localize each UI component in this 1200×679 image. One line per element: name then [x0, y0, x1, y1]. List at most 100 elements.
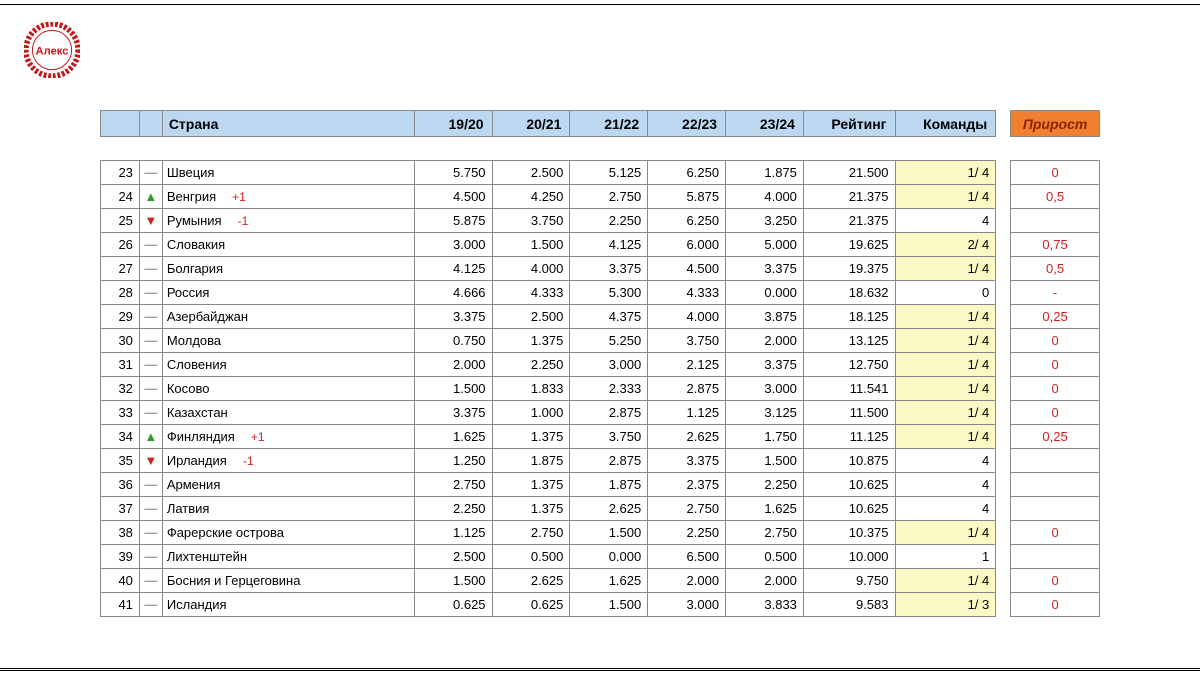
teams-cell: 2/ 4: [895, 233, 996, 257]
arrow-up-icon: ▲: [139, 425, 162, 449]
season-value: 1.875: [570, 473, 648, 497]
season-value: 2.250: [570, 209, 648, 233]
season-value: 4.000: [492, 257, 570, 281]
table-row: 39—Лихтенштейн2.5000.5000.0006.5000.5001…: [101, 545, 1100, 569]
country-name: Венгрия: [167, 189, 216, 204]
season-value: 3.000: [414, 233, 492, 257]
country-name: Румыния: [167, 213, 222, 228]
season-value: 0.625: [414, 593, 492, 617]
rank-cell: 28: [101, 281, 140, 305]
season-value: 6.250: [648, 161, 726, 185]
season-value: 3.250: [726, 209, 804, 233]
gap-cell: [996, 257, 1011, 281]
teams-cell: 1: [895, 545, 996, 569]
rating-cell: 12.750: [803, 353, 895, 377]
prirost-cell: 0,75: [1011, 233, 1100, 257]
teams-cell: 0: [895, 281, 996, 305]
season-value: 1.875: [492, 449, 570, 473]
season-value: 0.625: [492, 593, 570, 617]
prirost-cell: 0,5: [1011, 257, 1100, 281]
rank-cell: 25: [101, 209, 140, 233]
country-name: Исландия: [167, 597, 227, 612]
prirost-cell: 0: [1011, 593, 1100, 617]
prirost-cell: 0: [1011, 329, 1100, 353]
dash-icon: —: [139, 545, 162, 569]
season-value: 2.625: [648, 425, 726, 449]
header-gap: [996, 111, 1011, 137]
logo-text: Алекс: [36, 46, 69, 58]
rank-delta: -1: [243, 454, 254, 468]
rating-cell: 21.375: [803, 185, 895, 209]
season-value: 1.375: [492, 473, 570, 497]
season-value: 1.750: [726, 425, 804, 449]
rank-cell: 39: [101, 545, 140, 569]
rank-cell: 41: [101, 593, 140, 617]
country-name: Армения: [167, 477, 221, 492]
season-value: 2.500: [492, 161, 570, 185]
rating-cell: 18.632: [803, 281, 895, 305]
gap-cell: [996, 353, 1011, 377]
season-value: 6.500: [648, 545, 726, 569]
rank-cell: 32: [101, 377, 140, 401]
country-name: Ирландия: [167, 453, 227, 468]
rank-cell: 29: [101, 305, 140, 329]
top-rule: [0, 4, 1200, 5]
season-value: 2.750: [648, 497, 726, 521]
season-value: 1.250: [414, 449, 492, 473]
season-value: 3.375: [726, 353, 804, 377]
season-value: 2.500: [414, 545, 492, 569]
season-value: 3.125: [726, 401, 804, 425]
gap-cell: [996, 305, 1011, 329]
country-cell: Армения: [162, 473, 414, 497]
season-value: 4.250: [492, 185, 570, 209]
teams-cell: 1/ 4: [895, 161, 996, 185]
rank-cell: 31: [101, 353, 140, 377]
season-value: 2.750: [414, 473, 492, 497]
season-value: 2.000: [648, 569, 726, 593]
table-row: 35▼Ирландия-11.2501.8752.8753.3751.50010…: [101, 449, 1100, 473]
rank-cell: 35: [101, 449, 140, 473]
gap-cell: [996, 281, 1011, 305]
teams-cell: 1/ 4: [895, 353, 996, 377]
table-row: 33—Казахстан3.3751.0002.8751.1253.12511.…: [101, 401, 1100, 425]
gap-cell: [996, 185, 1011, 209]
header-s5: 23/24: [726, 111, 804, 137]
rank-cell: 40: [101, 569, 140, 593]
season-value: 1.500: [570, 521, 648, 545]
table-row: 27—Болгария4.1254.0003.3754.5003.37519.3…: [101, 257, 1100, 281]
prirost-cell: 0,25: [1011, 425, 1100, 449]
rank-cell: 33: [101, 401, 140, 425]
gap-cell: [996, 209, 1011, 233]
country-cell: Латвия: [162, 497, 414, 521]
season-value: 4.125: [570, 233, 648, 257]
rating-cell: 10.625: [803, 497, 895, 521]
season-value: 0.750: [414, 329, 492, 353]
country-name: Швеция: [167, 165, 215, 180]
prirost-cell: [1011, 473, 1100, 497]
season-value: 2.875: [570, 401, 648, 425]
season-value: 3.375: [414, 305, 492, 329]
country-cell: Босния и Герцеговина: [162, 569, 414, 593]
season-value: 3.750: [492, 209, 570, 233]
header-s3: 21/22: [570, 111, 648, 137]
country-name: Финляндия: [167, 429, 235, 444]
rank-cell: 30: [101, 329, 140, 353]
header-s1: 19/20: [414, 111, 492, 137]
rating-cell: 11.500: [803, 401, 895, 425]
rank-cell: 23: [101, 161, 140, 185]
dash-icon: —: [139, 377, 162, 401]
season-value: 1.375: [492, 425, 570, 449]
table-row: 36—Армения2.7501.3751.8752.3752.25010.62…: [101, 473, 1100, 497]
bottom-rule: [0, 668, 1200, 671]
country-cell: Венгрия+1: [162, 185, 414, 209]
season-value: 4.125: [414, 257, 492, 281]
prirost-cell: 0: [1011, 161, 1100, 185]
season-value: 1.375: [492, 497, 570, 521]
table-row: 32—Косово1.5001.8332.3332.8753.00011.541…: [101, 377, 1100, 401]
rating-cell: 10.625: [803, 473, 895, 497]
header-country: Страна: [162, 111, 414, 137]
rating-cell: 19.375: [803, 257, 895, 281]
dash-icon: —: [139, 593, 162, 617]
season-value: 3.750: [570, 425, 648, 449]
gap-cell: [996, 329, 1011, 353]
